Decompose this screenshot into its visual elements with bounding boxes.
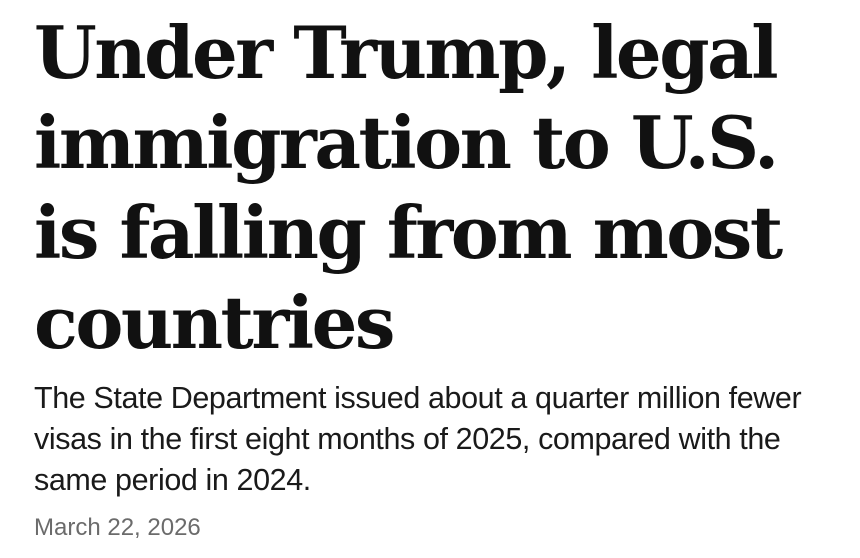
subheadline: The State Department issued about a quar… — [34, 381, 802, 497]
article-header: Under Trump, legal immigration to U.S. i… — [34, 8, 846, 543]
publish-date: March 22, 2026 — [34, 514, 201, 541]
headline: Under Trump, legal immigration to U.S. i… — [34, 10, 783, 365]
